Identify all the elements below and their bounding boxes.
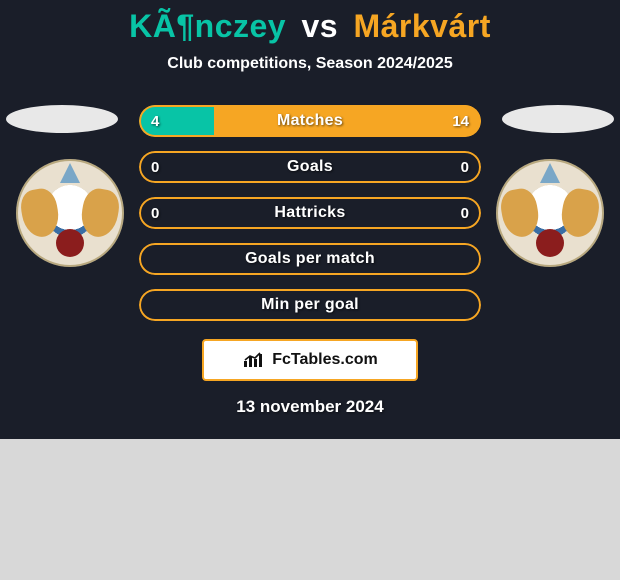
subtitle: Club competitions, Season 2024/2025: [0, 55, 620, 73]
comparison-bars: 414Matches 00Goals 00Hattricks Goals per ma…: [139, 105, 481, 321]
bar-row: 00Goals: [139, 151, 481, 183]
vs-text: vs: [301, 8, 338, 44]
club-crest-right: [496, 159, 604, 267]
bar-label: Matches: [139, 105, 481, 137]
bar-label: Goals per match: [139, 243, 481, 275]
player2-name: Márkvárt: [353, 8, 490, 44]
flag-right: [502, 105, 614, 133]
brand-box: FcTables.com: [202, 339, 418, 381]
bar-row: 00Hattricks: [139, 197, 481, 229]
club-crest-left: [16, 159, 124, 267]
comparison-title: KÃ¶nczey vs Márkvárt: [0, 8, 620, 45]
bar-label: Goals: [139, 151, 481, 183]
player1-name: KÃ¶nczey: [129, 8, 286, 44]
bar-row: Min per goal: [139, 289, 481, 321]
header-band: KÃ¶nczey vs Márkvárt Club competitions, …: [0, 0, 620, 87]
bar-row: 414Matches: [139, 105, 481, 137]
bar-label: Min per goal: [139, 289, 481, 321]
flag-left: [6, 105, 118, 133]
bar-label: Hattricks: [139, 197, 481, 229]
content-band: 414Matches 00Goals 00Hattricks Goals per ma…: [0, 87, 620, 439]
date-text: 13 november 2024: [0, 397, 620, 417]
brand-chart-icon: [242, 351, 266, 369]
brand-text: FcTables.com: [272, 351, 378, 369]
bar-row: Goals per match: [139, 243, 481, 275]
